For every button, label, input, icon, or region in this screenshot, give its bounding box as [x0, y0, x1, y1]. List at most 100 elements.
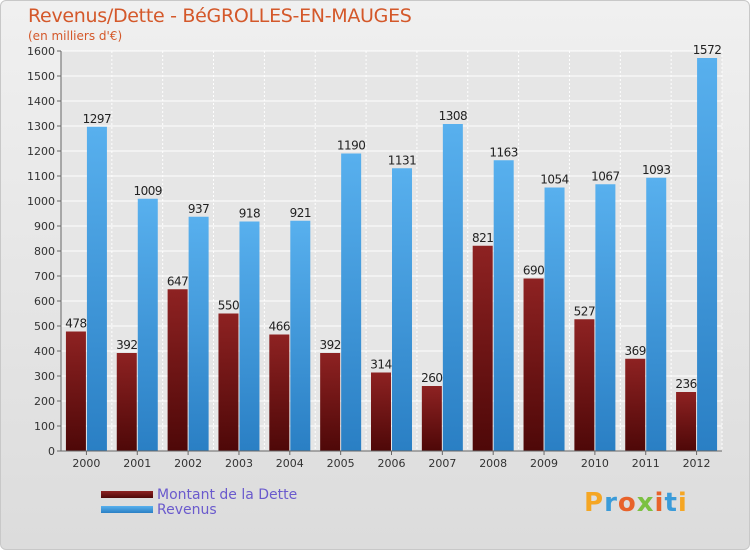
y-tick-label: 1400: [27, 95, 55, 108]
data-label: 937: [188, 202, 209, 216]
x-tick-label: 2000: [72, 457, 100, 470]
data-label: 647: [167, 274, 188, 288]
bar-revenue: [188, 216, 209, 451]
y-tick-label: 1200: [27, 145, 55, 158]
bar-revenue: [290, 220, 311, 451]
legend-label-revenue: Revenus: [157, 501, 217, 518]
bar-debt: [269, 334, 290, 451]
legend-swatch-debt: [101, 491, 153, 498]
y-tick-label: 100: [34, 420, 55, 433]
data-label: 1297: [83, 112, 112, 126]
data-label: 918: [239, 207, 260, 221]
x-tick-label: 2010: [581, 457, 609, 470]
y-tick-label: 800: [34, 245, 55, 258]
x-tick-label: 2004: [276, 457, 304, 470]
logo-letter: i: [654, 488, 665, 518]
x-tick-label: 2003: [225, 457, 253, 470]
bar-revenue: [86, 126, 107, 451]
bar-revenue: [392, 168, 412, 451]
y-tick-label: 1300: [27, 120, 55, 133]
bar-revenue: [442, 124, 463, 451]
x-tick-label: 2007: [428, 457, 456, 470]
chart-subtitle: (en milliers d'€): [28, 29, 123, 43]
logo-letter: t: [664, 488, 678, 518]
x-tick-label: 2012: [683, 457, 711, 470]
y-tick-label: 600: [34, 295, 55, 308]
bar-debt: [472, 245, 493, 451]
y-tick-label: 900: [34, 220, 55, 233]
x-tick-label: 2006: [378, 457, 406, 470]
bar-revenue: [137, 198, 158, 451]
y-tick-label: 1100: [27, 170, 55, 183]
chart-title: Revenus/Dette - BéGROLLES-EN-MAUGES: [28, 5, 412, 27]
data-label: 550: [218, 299, 239, 313]
data-label: 1190: [337, 139, 366, 153]
logo-letter: x: [636, 488, 655, 518]
bar-revenue: [697, 58, 718, 451]
data-label: 1093: [642, 163, 671, 177]
data-label: 392: [116, 338, 137, 352]
data-label: 369: [625, 344, 646, 358]
bar-revenue: [239, 221, 260, 451]
y-tick-label: 1600: [27, 45, 55, 58]
logo-letter: P: [584, 488, 605, 518]
bar-revenue: [493, 160, 514, 451]
data-label: 478: [65, 317, 86, 331]
bar-debt: [320, 353, 341, 451]
x-tick-label: 2009: [530, 457, 558, 470]
y-tick-label: 500: [34, 320, 55, 333]
data-label: 236: [675, 377, 696, 391]
legend-swatch-revenue: [101, 506, 153, 513]
data-label: 466: [269, 320, 290, 334]
x-tick-label: 2005: [327, 457, 355, 470]
bar-debt: [65, 331, 86, 451]
data-label: 690: [523, 264, 544, 278]
data-label: 821: [472, 231, 493, 245]
bar-debt: [574, 319, 595, 451]
x-tick-label: 2011: [632, 457, 660, 470]
proxiti-logo: Proxiti: [584, 488, 688, 518]
logo-letter: o: [617, 488, 637, 518]
data-label: 1572: [693, 43, 722, 57]
y-tick-label: 700: [34, 270, 55, 283]
data-label: 921: [290, 206, 311, 220]
data-label: 260: [421, 371, 442, 385]
bar-debt: [421, 386, 442, 451]
x-tick-label: 2008: [479, 457, 507, 470]
logo-letter: i: [677, 488, 688, 518]
bar-debt: [523, 278, 544, 451]
data-label: 1308: [439, 109, 468, 123]
data-label: 392: [319, 338, 340, 352]
logo-letter: r: [604, 488, 618, 518]
legend-item-revenue: Revenus: [101, 501, 297, 518]
bar-debt: [371, 372, 391, 451]
data-label: 1163: [489, 145, 518, 159]
data-label: 1054: [540, 173, 569, 187]
data-label: 1009: [133, 184, 162, 198]
y-tick-label: 1500: [27, 70, 55, 83]
bar-revenue: [595, 184, 616, 451]
x-tick-label: 2001: [123, 457, 151, 470]
y-tick-label: 300: [34, 370, 55, 383]
legend-label-debt: Montant de la Dette: [157, 486, 298, 503]
data-label: 1067: [591, 169, 620, 183]
y-tick-label: 400: [34, 345, 55, 358]
bar-revenue: [646, 177, 667, 451]
bar-debt: [218, 313, 239, 451]
data-label: 314: [370, 358, 391, 372]
data-label: 1131: [388, 153, 417, 167]
y-tick-label: 200: [34, 395, 55, 408]
x-tick-label: 2002: [174, 457, 202, 470]
y-tick-label: 1000: [27, 195, 55, 208]
legend-item-debt: Montant de la Dette: [101, 486, 298, 503]
bar-debt: [625, 358, 646, 451]
bar-debt: [116, 353, 137, 451]
y-tick-label: 0: [48, 445, 55, 458]
bar-revenue: [544, 187, 565, 451]
bar-revenue: [341, 153, 362, 451]
bar-debt: [676, 392, 697, 451]
bar-debt: [167, 289, 188, 451]
legend: Montant de la Dette Revenus: [101, 486, 298, 518]
